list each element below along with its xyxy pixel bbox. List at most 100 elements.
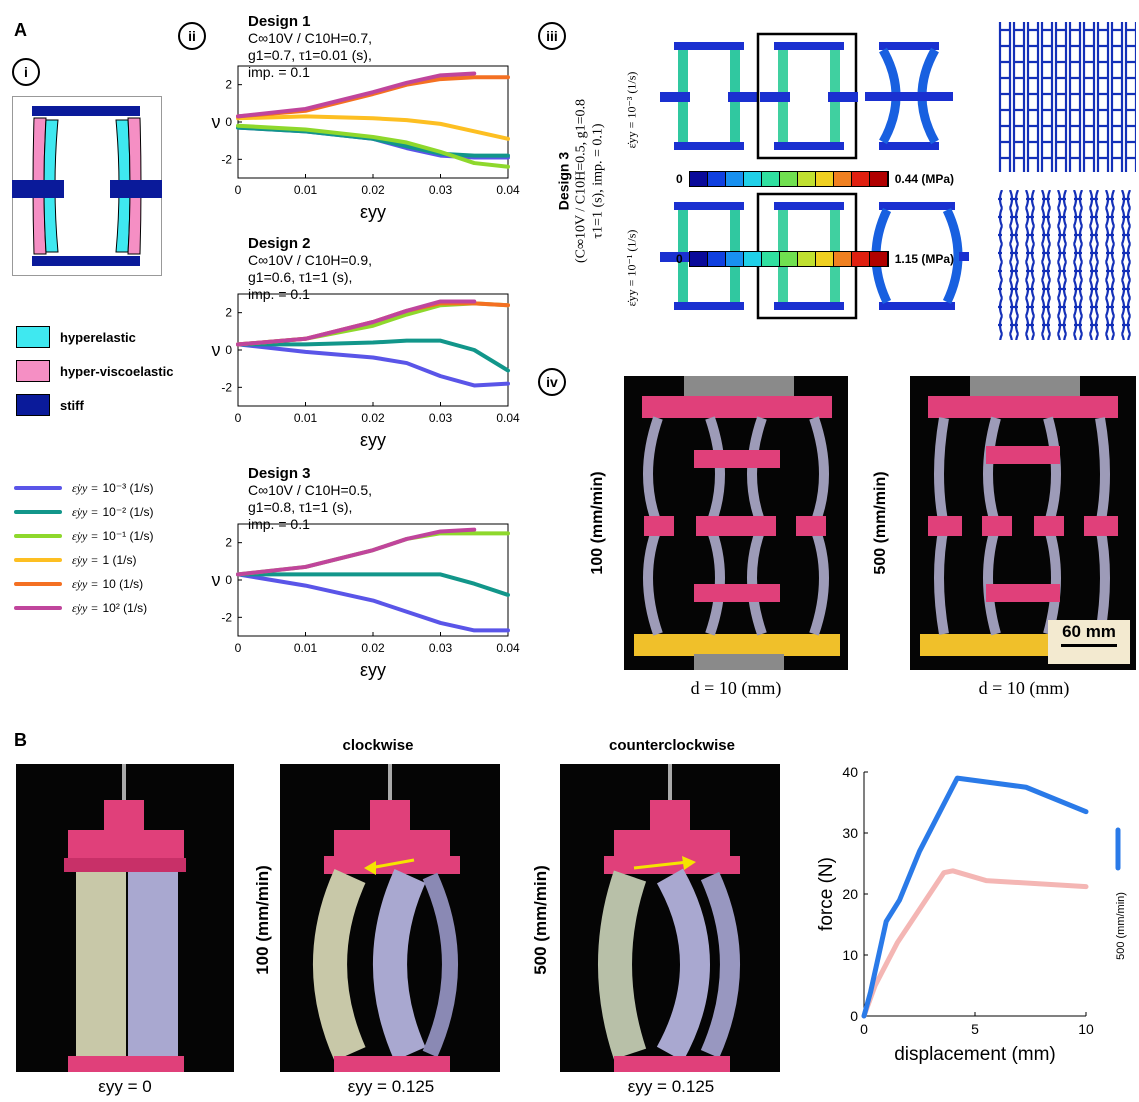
stiff-swatch <box>16 394 50 416</box>
rate-legend-label: 10 (1/s) <box>102 577 144 591</box>
series-line <box>236 125 510 160</box>
poisson-ratio-plot-design-3: Design 3C∞10V / C10H=0.5,g1=0.8, τ1=1 (s… <box>212 465 521 680</box>
unit-cell-schematic <box>12 96 162 276</box>
y-tick-label: 0 <box>225 573 232 587</box>
scale-bar-label: 60 mm <box>1062 622 1116 641</box>
material-legend-item: stiff <box>16 388 173 422</box>
y-axis-label: force (N) <box>816 857 837 931</box>
colorbar-segment <box>689 252 708 266</box>
design-param-line: C∞10V / C10H=0.5, <box>248 482 372 498</box>
rate-legend-prefix: ε̇yy = <box>72 480 99 495</box>
rate-legend-label: 10⁻³ (1/s) <box>102 481 154 495</box>
x-tick-label: 0 <box>235 641 242 655</box>
lattice-top <box>998 22 1136 172</box>
b-photo-counterclockwise <box>560 764 780 1072</box>
y-tick-label: 20 <box>842 886 858 902</box>
material-label: hyperelastic <box>60 329 136 345</box>
iii-params-line-1: (C∞10V / C10H=0.5, g1=0.8 <box>573 99 589 263</box>
panel-label-a: A <box>14 20 27 40</box>
fem-cell-undeformed <box>660 42 758 150</box>
colorbar-max: 0.44 (MPa) <box>894 172 955 186</box>
colorbar-segment <box>833 172 852 186</box>
series-line <box>236 338 510 373</box>
colorbar-segment <box>833 252 852 266</box>
x-tick-label: 0.01 <box>294 183 318 197</box>
x-tick-label: 5 <box>971 1021 979 1037</box>
design-param-line: C∞10V / C10H=0.7, <box>248 30 372 46</box>
rate-legend-item: ε̇yy = 10² (1/s) <box>14 596 154 620</box>
design-title: Design 1 <box>248 13 311 30</box>
colorbar-segment <box>779 252 798 266</box>
y-tick-label: -2 <box>221 152 232 166</box>
x-tick-label: 0.02 <box>361 183 385 197</box>
material-legend: hyperelastic hyper-viscoelastic stiff <box>16 320 173 422</box>
material-legend-item: hyper-viscoelastic <box>16 354 173 388</box>
iv-right-caption: d = 10 (mm) <box>978 678 1070 698</box>
y-axis-label: ν <box>212 340 221 360</box>
b-photo-initial <box>16 764 234 1072</box>
poisson-ratio-plot-design-1: Design 1C∞10V / C10H=0.7,g1=0.7, τ1=0.01… <box>212 13 521 222</box>
material-label: stiff <box>60 397 84 413</box>
strain-rate-legend: ε̇yy = 10⁻³ (1/s) ε̇yy = 10⁻² (1/s) ε̇yy = 10… <box>14 476 154 620</box>
iii-rate-top-text: ε̇yy = 10⁻³ (1/s) <box>624 71 639 149</box>
series-line <box>236 71 477 119</box>
rate-legend-prefix: ε̇yy = <box>72 600 99 615</box>
b-sample-initial <box>64 764 186 1072</box>
iii-rate-top: ε̇yy = 10⁻³ (1/s) <box>620 40 644 180</box>
colorbar-segment <box>707 172 726 186</box>
series-line <box>861 775 1089 1019</box>
x-tick-label: 0.04 <box>496 183 520 197</box>
iii-params-line-2: τ1=1 (s), imp. = 0.1) <box>590 123 606 239</box>
rate-legend-line <box>14 486 62 490</box>
series-line <box>236 572 510 633</box>
rate-legend-item: ε̇yy = 10 (1/s) <box>14 572 154 596</box>
colorbar-max: 1.15 (MPa) <box>894 252 955 266</box>
series-line <box>236 527 477 577</box>
colorbar-segment <box>815 252 834 266</box>
design-param-line: C∞10V / C10H=0.9, <box>248 252 372 268</box>
colorbar-segment <box>797 172 816 186</box>
y-tick-label: 30 <box>842 825 858 841</box>
b-sample-clockwise <box>313 764 460 1072</box>
colorbar-segment <box>851 252 870 266</box>
scale-bar-line <box>1061 644 1117 647</box>
y-axis-label: ν <box>212 570 221 590</box>
x-axis-label: εyy <box>360 202 386 222</box>
x-tick-label: 0.04 <box>496 641 520 655</box>
iii-side-label: Design 3 (C∞10V / C10H=0.5, g1=0.8 τ1=1 … <box>556 56 606 306</box>
y-axis-label: ν <box>212 112 221 132</box>
rate-legend-line <box>14 558 62 562</box>
colorbar-min: 0 <box>676 172 683 186</box>
force-displacement-plot: 40 30 20 10 00 5 10 force (N) displacement (mm) 5… <box>816 764 1127 1065</box>
colorbar-bottom: 0 1.15 (MPa) <box>676 251 954 267</box>
iv-photo-500: 60 mm <box>910 376 1136 670</box>
colorbar-min: 0 <box>676 252 683 266</box>
scale-bar: 60 mm <box>1048 620 1130 664</box>
b-rate-right-text: 500 (mm/min) <box>531 865 550 975</box>
rate-legend-line <box>14 606 62 610</box>
rate-legend-label: 10⁻² (1/s) <box>102 505 154 519</box>
colorbar-segment <box>725 252 744 266</box>
x-tick-label: 0.03 <box>429 411 453 425</box>
design-title: Design 3 <box>248 465 311 482</box>
colorbar-segment <box>689 172 708 186</box>
iii-rate-bottom: ε̇yy = 10⁻¹ (1/s) <box>620 198 644 338</box>
x-tick-label: 10 <box>1078 1021 1094 1037</box>
iv-left-rate-text: 100 (mm/min) <box>589 471 606 575</box>
fem-cell-deformed <box>865 42 953 150</box>
design-param-line: imp. = 0.1 <box>248 64 310 80</box>
x-tick-label: 0.02 <box>361 411 385 425</box>
x-tick-label: 0.01 <box>294 641 318 655</box>
rate-legend-item: ε̇yy = 10⁻³ (1/s) <box>14 476 154 500</box>
y-tick-label: 2 <box>225 306 232 320</box>
material-label: hyper-viscoelastic <box>60 363 174 379</box>
x-tick-label: 0.04 <box>496 411 520 425</box>
b-counterclockwise-title: counterclockwise <box>609 737 735 754</box>
iv-photo-100 <box>624 376 848 670</box>
iii-design-label: Design 3 <box>555 151 572 211</box>
hyperelastic-swatch <box>16 326 50 348</box>
x-axis-label: εyy <box>360 430 386 450</box>
lattice-bottom <box>998 190 1136 340</box>
iii-fem-row-top <box>660 32 953 160</box>
x-tick-label: 0.02 <box>361 641 385 655</box>
